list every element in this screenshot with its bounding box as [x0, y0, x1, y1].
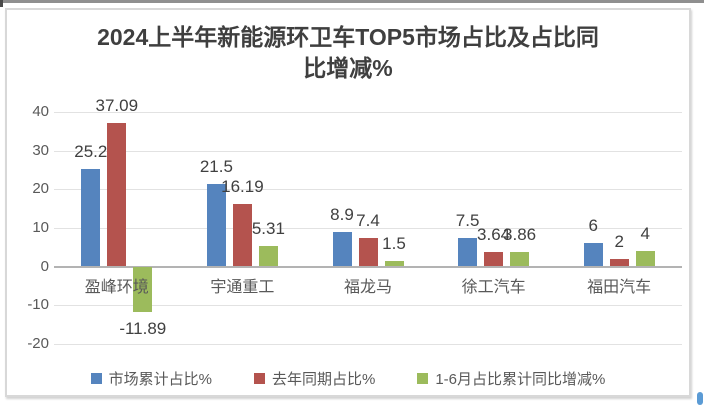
chart-legend: 市场累计占比% 去年同期占比% 1-6月占比累计同比增减%	[7, 368, 689, 389]
bar-市场累计占比%-盈峰环境	[81, 169, 101, 267]
data-label: 7.5	[455, 210, 480, 230]
bar-去年同期占比%-盈峰环境	[107, 123, 127, 267]
bar-去年同期占比%-宇通重工	[232, 204, 252, 267]
chart-title: 2024上半年新能源环卫车TOP5市场占比及占比同比增减%	[97, 24, 599, 81]
top-edge-corner	[0, 0, 3, 7]
y-axis-tick-label: 30	[32, 141, 49, 159]
legend-label: 去年同期占比%	[271, 371, 376, 388]
data-label: 37.09	[95, 96, 139, 116]
bar-去年同期占比%-徐工汽车	[484, 252, 504, 267]
legend-item: 市场累计占比%	[90, 368, 212, 389]
bar-1-6月占比累计同比增减%-宇通重工	[258, 246, 278, 267]
gridline	[54, 189, 682, 191]
data-label: 3.64	[477, 225, 511, 245]
data-label: 4	[640, 224, 650, 244]
y-axis-tick-label: 10	[32, 218, 49, 236]
data-label: 1.5	[382, 233, 406, 253]
y-axis-tick-label: -20	[27, 334, 49, 352]
x-axis-category-label: 福田汽车	[587, 279, 652, 296]
x-axis-category-label: 宇通重工	[210, 279, 275, 296]
legend-label: 市场累计占比%	[108, 371, 212, 388]
bar-市场累计占比%-徐工汽车	[458, 237, 478, 267]
legend-item: 1-6月占比累计同比增减%	[417, 368, 605, 389]
data-label: 8.9	[330, 205, 354, 225]
x-axis-category-label: 福龙马	[343, 279, 393, 296]
legend-item: 去年同期占比%	[253, 368, 376, 389]
y-axis-tick-label: -10	[27, 296, 49, 314]
bar-1-6月占比累计同比增减%-盈峰环境	[133, 266, 153, 313]
bar-市场累计占比%-宇通重工	[206, 183, 226, 267]
gridline	[54, 227, 682, 229]
chart-frame: 2024上半年新能源环卫车TOP5市场占比及占比同比增减% 40 30 20 10 0 -…	[5, 8, 691, 397]
bar-1-6月占比累计同比增减%-福田汽车	[635, 251, 655, 267]
legend-label: 1-6月占比累计同比增减%	[435, 371, 606, 388]
bar-市场累计占比%-福田汽车	[583, 243, 603, 267]
legend-swatch-icon	[417, 373, 429, 384]
data-label: 2	[614, 231, 624, 251]
gridline	[54, 150, 682, 152]
data-label: 5.31	[251, 219, 285, 238]
top-edge-line	[0, 0, 704, 3]
bar-1-6月占比累计同比增减%-福龙马	[384, 260, 404, 267]
data-label: 3.86	[503, 224, 537, 244]
x-axis-category-label: 徐工汽车	[461, 279, 526, 296]
x-axis-line	[54, 265, 682, 268]
gridline	[54, 343, 682, 345]
data-label: 25.2	[74, 142, 108, 162]
y-axis-tick-label: 40	[32, 103, 49, 121]
plot-area: 40 30 20 10 0 -10 -20 25.2 21.5 8.9 7.5 6 37.09 16.19…	[7, 10, 689, 395]
y-axis-tick-label: 20	[32, 180, 49, 198]
data-label: 21.5	[199, 156, 233, 176]
data-label: 16.19	[221, 177, 264, 196]
data-label: 6	[588, 216, 598, 236]
gridline	[54, 112, 682, 114]
bar-去年同期占比%-福龙马	[358, 237, 378, 267]
bar-去年同期占比%-福田汽车	[609, 258, 629, 267]
scroll-handle[interactable]	[697, 392, 703, 405]
bar-市场累计占比%-福龙马	[332, 232, 352, 267]
gridline	[54, 305, 682, 307]
y-axis-tick-label: 0	[40, 257, 49, 275]
data-label: -11.89	[119, 319, 167, 339]
data-label: 7.4	[356, 210, 380, 230]
bar-1-6月占比累计同比增减%-徐工汽车	[510, 251, 530, 267]
x-axis-category-label: 盈峰环境	[84, 279, 149, 296]
legend-swatch-icon	[90, 373, 102, 384]
legend-swatch-icon	[253, 373, 265, 384]
